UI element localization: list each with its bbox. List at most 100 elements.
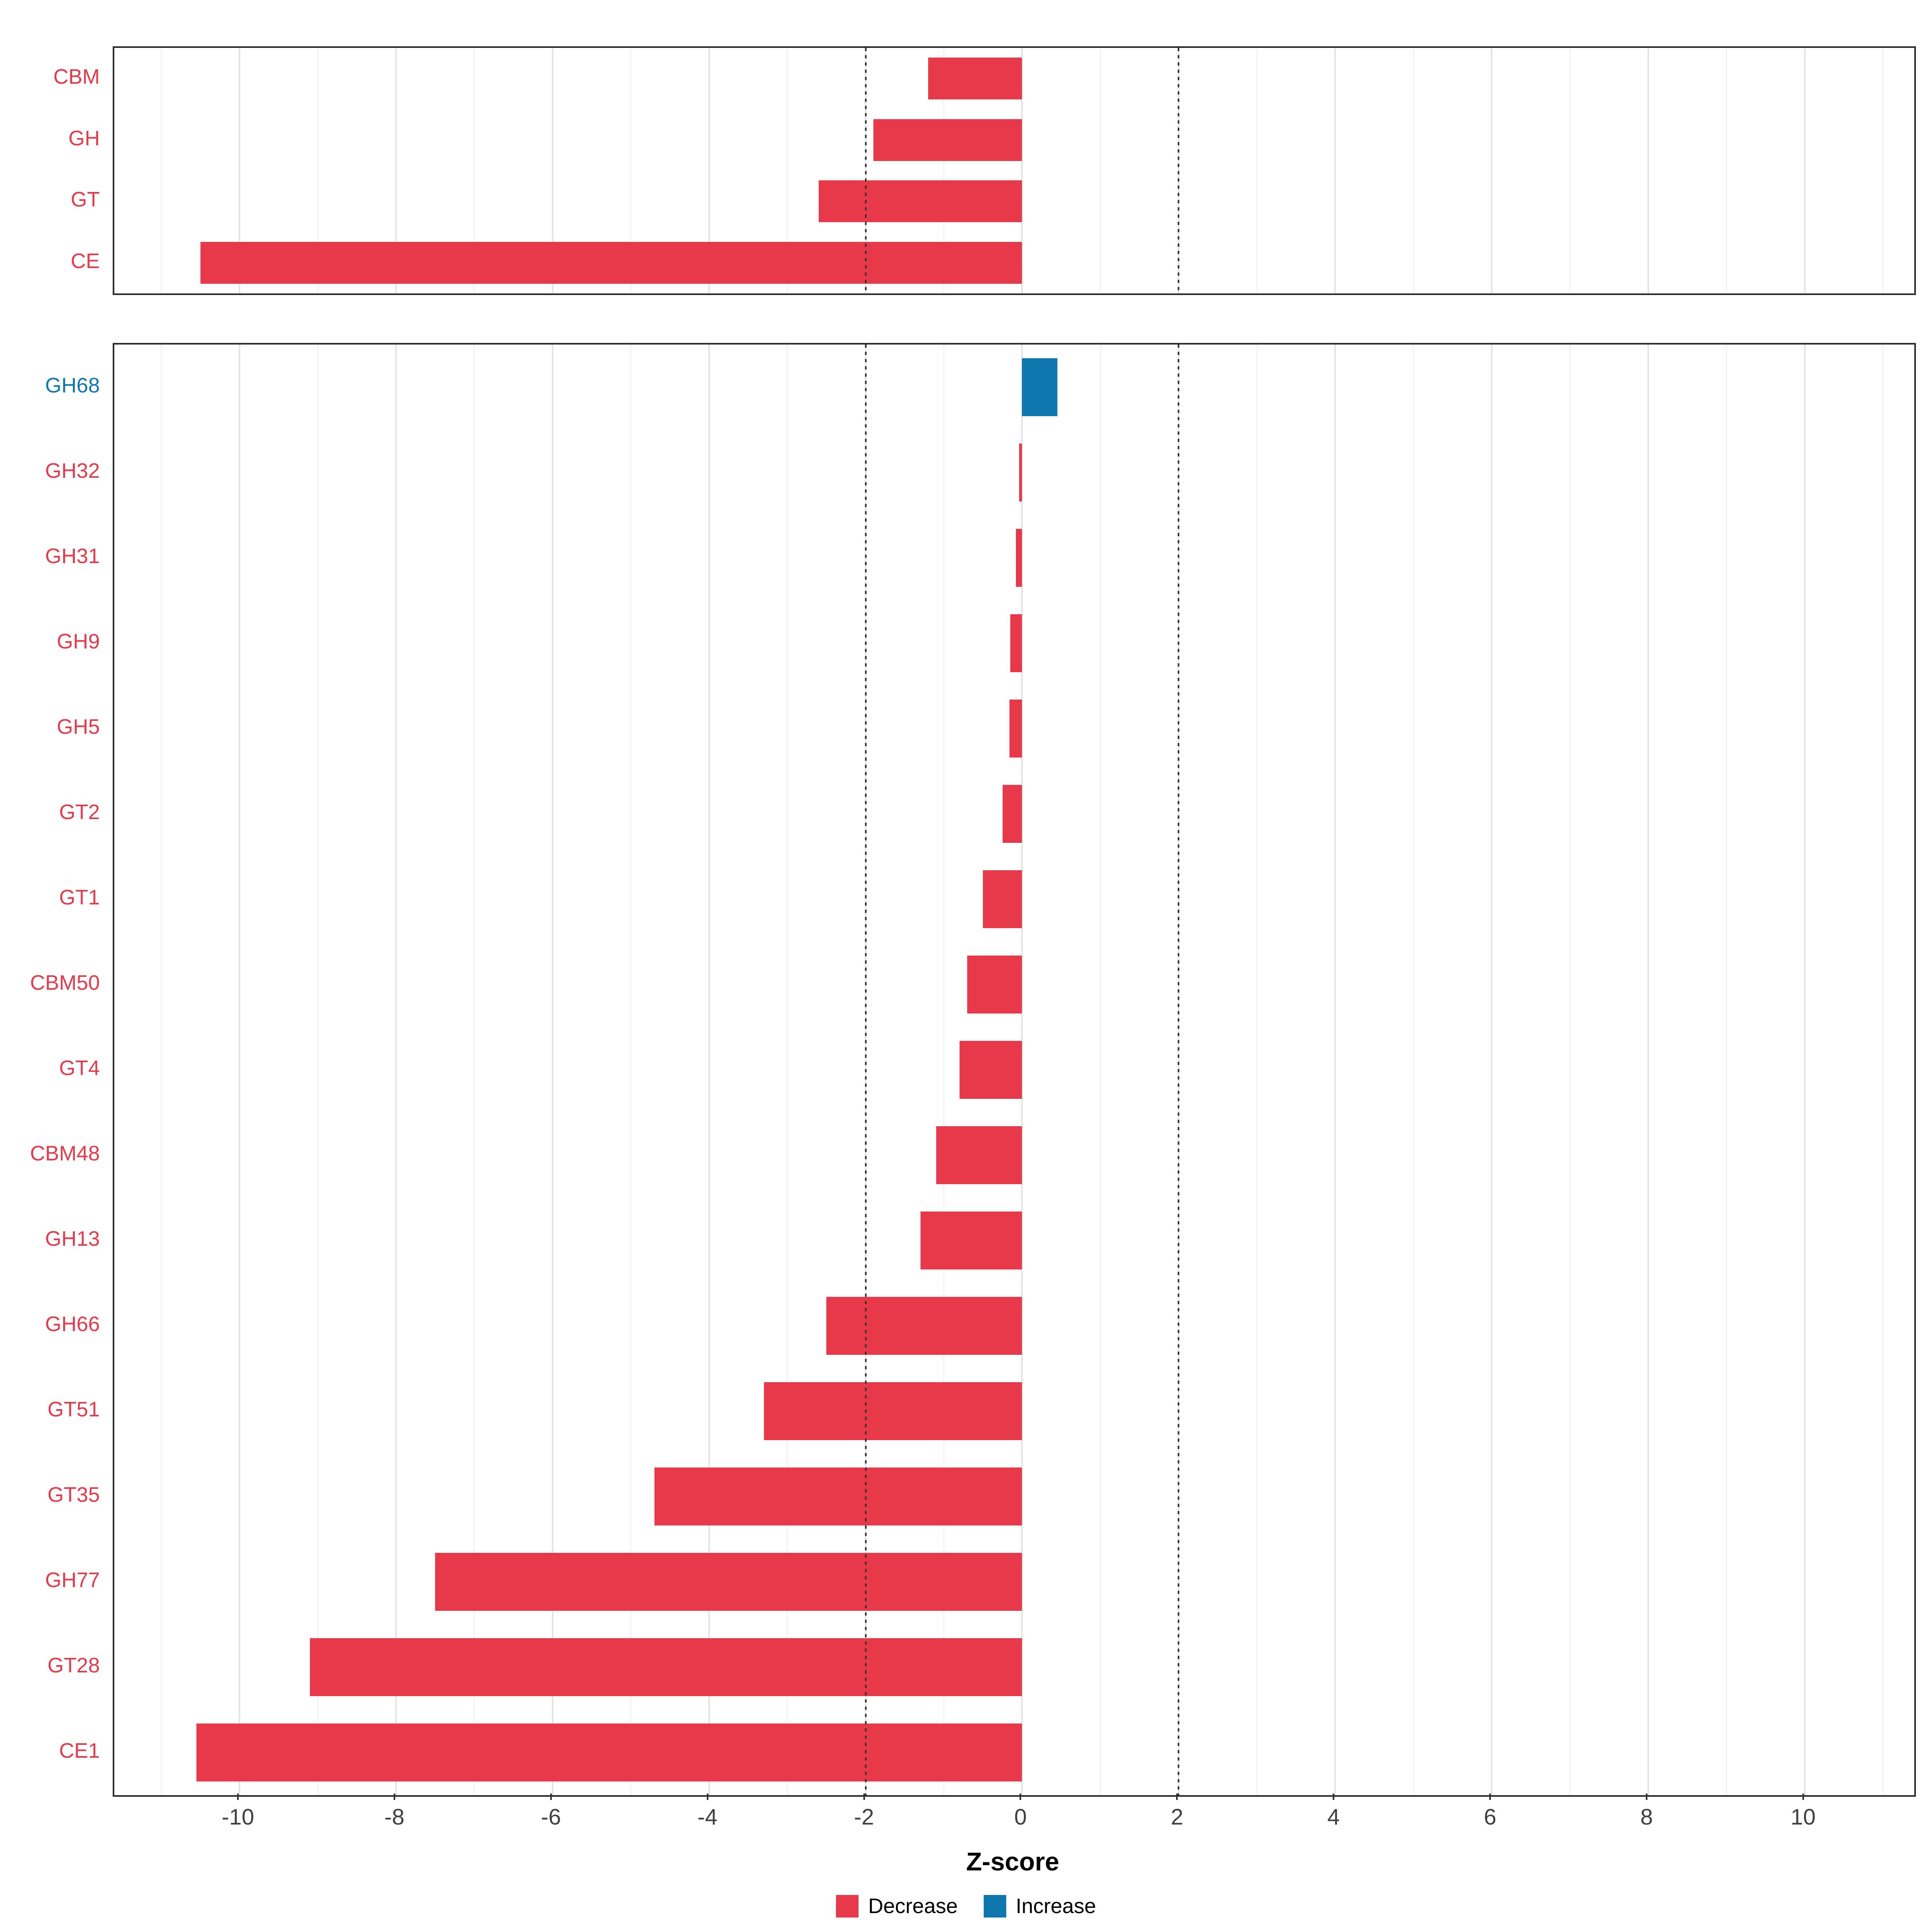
category-label: CE [70,249,100,273]
gridline [1413,345,1414,1795]
gridline [395,48,397,293]
gridline [1413,48,1414,293]
bar [1010,614,1022,673]
gridline [1100,345,1101,1795]
x-axis: -10 -8 -6 -4 -2 0 2 4 6 8 10 [113,1794,1913,1846]
category-label: GH13 [45,1227,100,1251]
bar [764,1382,1022,1441]
legend-label: Decrease [868,1895,958,1918]
gridline [1021,48,1023,293]
bottom-panel-category-labels: GH68 GH32 GH31 GH9 GH5 GT2 GT1 CBM50 GT4 CBM48 GH1… [0,343,100,1794]
tick-label: -10 [221,1804,254,1829]
reference-line [1178,48,1180,293]
gridline [1647,345,1649,1795]
gridline [473,345,475,1795]
bar [959,1040,1022,1099]
tick-label: -8 [384,1804,405,1829]
gridline [317,48,319,293]
bar [1009,699,1022,758]
bar [1016,528,1022,587]
legend-item: Decrease [836,1894,958,1918]
tick-mark [393,1794,395,1800]
bar [826,1296,1022,1355]
category-label: GT51 [47,1398,100,1421]
category-label: GH32 [45,459,100,483]
gridline [1334,345,1336,1795]
tick-label: -4 [697,1804,718,1829]
bar [654,1467,1022,1526]
gridline [1726,48,1727,293]
x-axis-title: Z-score [966,1847,1059,1876]
bar [983,870,1022,929]
bar [920,1211,1022,1270]
category-label: GT [70,188,100,212]
tick-mark [1489,1794,1491,1800]
gridline [786,345,788,1795]
reference-line [865,48,867,293]
tick-label: 4 [1327,1804,1340,1829]
gridline [239,345,241,1795]
reference-line [1178,345,1180,1795]
gridline [317,345,319,1795]
bar [967,955,1022,1014]
gridline [1804,345,1806,1795]
gridline [630,345,632,1795]
category-label: GH66 [45,1312,100,1336]
gridline [161,48,162,293]
gridline [1569,48,1571,293]
category-label: CBM48 [30,1142,100,1165]
gridline [1726,345,1727,1795]
bar [936,1126,1022,1185]
bottom-panel [113,343,1916,1797]
gridline [943,48,945,293]
gridline [1647,48,1649,293]
tick-mark [706,1794,708,1800]
tick-label: 0 [1014,1804,1027,1829]
gridline [1100,48,1101,293]
tick-mark [863,1794,865,1800]
gridline [395,345,397,1795]
category-label: GT1 [59,886,100,909]
tick-label: 8 [1640,1804,1653,1829]
tick-label: 6 [1484,1804,1496,1829]
legend-swatch [983,1895,1006,1918]
tick-mark [1802,1794,1804,1800]
category-label: GH9 [57,630,100,653]
gridline [943,345,945,1795]
tick-label: -2 [854,1804,874,1829]
gridline [1256,48,1258,293]
category-label: CE1 [59,1739,100,1763]
gridline [1256,345,1258,1795]
category-label: GT28 [47,1654,100,1677]
legend-item: Increase [983,1894,1096,1918]
legend-swatch [836,1895,859,1918]
tick-mark [1176,1794,1178,1800]
gridline [161,345,162,1795]
bar [818,180,1022,223]
gridline [473,48,475,293]
gridline [786,48,788,293]
gridline [1491,345,1493,1795]
gridline [1491,48,1493,293]
gridline [708,48,710,293]
tick-mark [1020,1794,1022,1800]
bar [200,242,1022,284]
category-label: GT35 [47,1483,100,1507]
reference-line [865,345,867,1795]
legend-label: Increase [1016,1895,1096,1918]
gridline [1334,48,1336,293]
legend: Decrease Increase [0,1894,1932,1918]
gridline [239,48,241,293]
gridline [708,345,710,1795]
category-label: GH5 [57,715,100,739]
gridline [630,48,632,293]
bar [928,58,1022,100]
bar [196,1723,1022,1782]
category-label: GT2 [59,800,100,824]
tick-label: -6 [541,1804,561,1829]
top-panel-category-labels: CBM GH GT CE [0,46,100,292]
tick-mark [1333,1794,1335,1800]
bar [310,1638,1022,1697]
category-label: CBM50 [30,971,100,995]
